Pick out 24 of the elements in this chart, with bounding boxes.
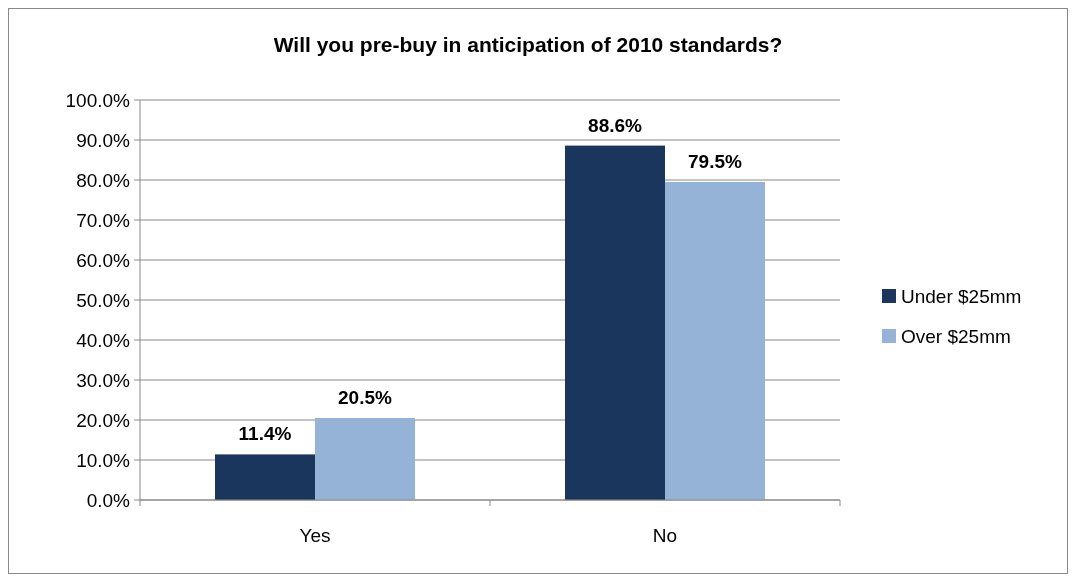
y-tick-label: 40.0% [76, 329, 131, 351]
y-tick-label: 30.0% [76, 369, 131, 391]
data-label: 11.4% [238, 423, 292, 445]
y-tick-label: 50.0% [76, 289, 131, 311]
data-label: 88.6% [588, 114, 643, 136]
bar [565, 145, 665, 500]
chart-title: Will you pre-buy in anticipation of 2010 standards? [273, 33, 783, 56]
y-tick-label: 70.0% [76, 209, 131, 231]
y-tick-label: 20.0% [76, 409, 131, 431]
x-tick-label: Yes [299, 525, 331, 546]
legend-label: Under $25mm [901, 285, 1022, 307]
y-tick-label: 0.0% [86, 489, 131, 511]
y-tick-label: 10.0% [76, 449, 131, 471]
y-tick-label: 100.0% [65, 89, 131, 111]
legend-label: Over $25mm [901, 325, 1011, 347]
y-tick-label: 60.0% [76, 249, 131, 271]
data-label: 79.5% [688, 151, 743, 172]
y-tick-label: 80.0% [76, 169, 131, 191]
x-tick-label: No [652, 525, 678, 546]
data-label: 20.5% [338, 387, 393, 408]
y-tick-label: 90.0% [76, 129, 131, 151]
bar [665, 182, 765, 500]
bar [215, 454, 315, 500]
bar [315, 418, 415, 500]
